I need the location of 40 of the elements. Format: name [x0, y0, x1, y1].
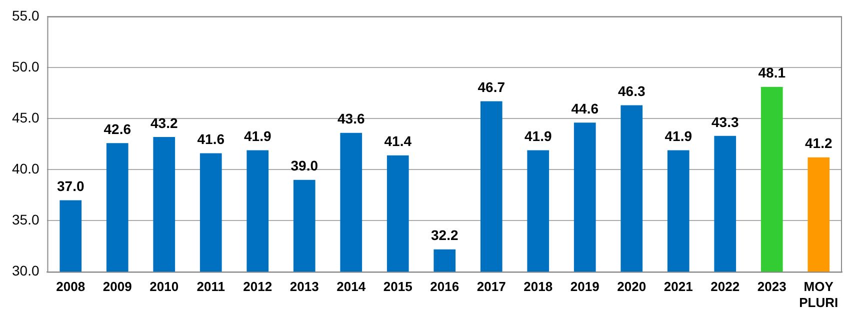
x-tick-label: 2017: [476, 279, 506, 294]
data-label: 41.9: [244, 128, 272, 144]
y-tick-label: 35.0: [12, 212, 40, 228]
x-tick-label: 2012: [243, 279, 272, 294]
data-label: 48.1: [758, 64, 786, 81]
data-label: 43.3: [712, 114, 739, 130]
data-label: 39.0: [290, 158, 318, 174]
y-tick-label: 55.0: [12, 7, 40, 24]
data-label: 41.9: [664, 128, 692, 144]
x-tick-label: 2020: [617, 279, 646, 294]
y-tick-label: 50.0: [12, 58, 40, 74]
data-label: 41.9: [524, 128, 552, 144]
y-tick-label: 45.0: [12, 109, 40, 126]
x-tick-label: 2023: [757, 279, 786, 294]
data-label: 37.0: [57, 178, 84, 194]
x-tick-label: 2016: [430, 279, 460, 294]
y-tick-label: 40.0: [12, 160, 40, 176]
x-tick-label: 2010: [150, 279, 179, 294]
data-label: 43.6: [338, 110, 365, 127]
data-label: 46.7: [478, 79, 506, 96]
x-tick-label: 2022: [710, 279, 740, 294]
y-tick-label: 30.0: [12, 262, 40, 279]
x-tick-label: 2008: [56, 279, 86, 294]
data-label: 41.6: [197, 131, 225, 148]
data-label: 41.4: [384, 133, 412, 150]
x-tick-label: MOY PLURI: [799, 279, 838, 310]
data-label: 44.6: [571, 100, 599, 117]
data-label: 46.3: [618, 83, 646, 100]
x-tick-label: 2015: [383, 279, 412, 294]
data-label: 42.6: [104, 120, 132, 137]
data-label: 41.2: [805, 135, 832, 152]
x-tick-label: 2013: [290, 279, 319, 294]
data-label: 43.2: [150, 114, 178, 131]
x-tick-label: 2019: [570, 279, 600, 294]
data-label: 32.2: [431, 227, 458, 244]
x-tick-label: 2021: [664, 279, 693, 294]
x-tick-label: 2009: [102, 279, 132, 294]
x-tick-label: 2014: [336, 279, 366, 294]
x-tick-label: 2018: [524, 279, 553, 294]
x-tick-label: 2011: [196, 279, 225, 294]
